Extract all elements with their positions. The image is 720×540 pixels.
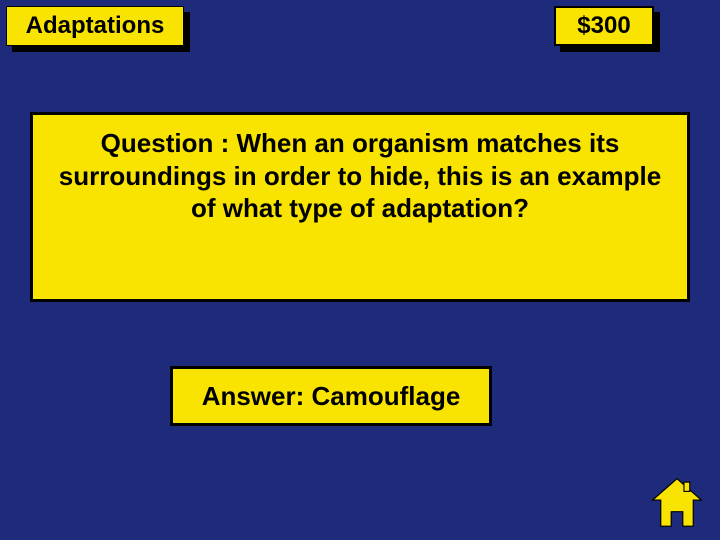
question-text: Question : When an organism matches its …	[45, 127, 675, 225]
home-icon	[648, 474, 706, 532]
category-box: Adaptations	[6, 6, 184, 46]
category-label: Adaptations	[26, 12, 165, 40]
jeopardy-slide: Adaptations $300 Question : When an orga…	[0, 0, 720, 540]
value-box: $300	[554, 6, 654, 46]
question-box: Question : When an organism matches its …	[30, 112, 690, 302]
answer-text: Answer: Camouflage	[202, 381, 461, 412]
answer-box: Answer: Camouflage	[170, 366, 492, 426]
home-button[interactable]	[648, 474, 706, 532]
value-label: $300	[577, 12, 630, 40]
